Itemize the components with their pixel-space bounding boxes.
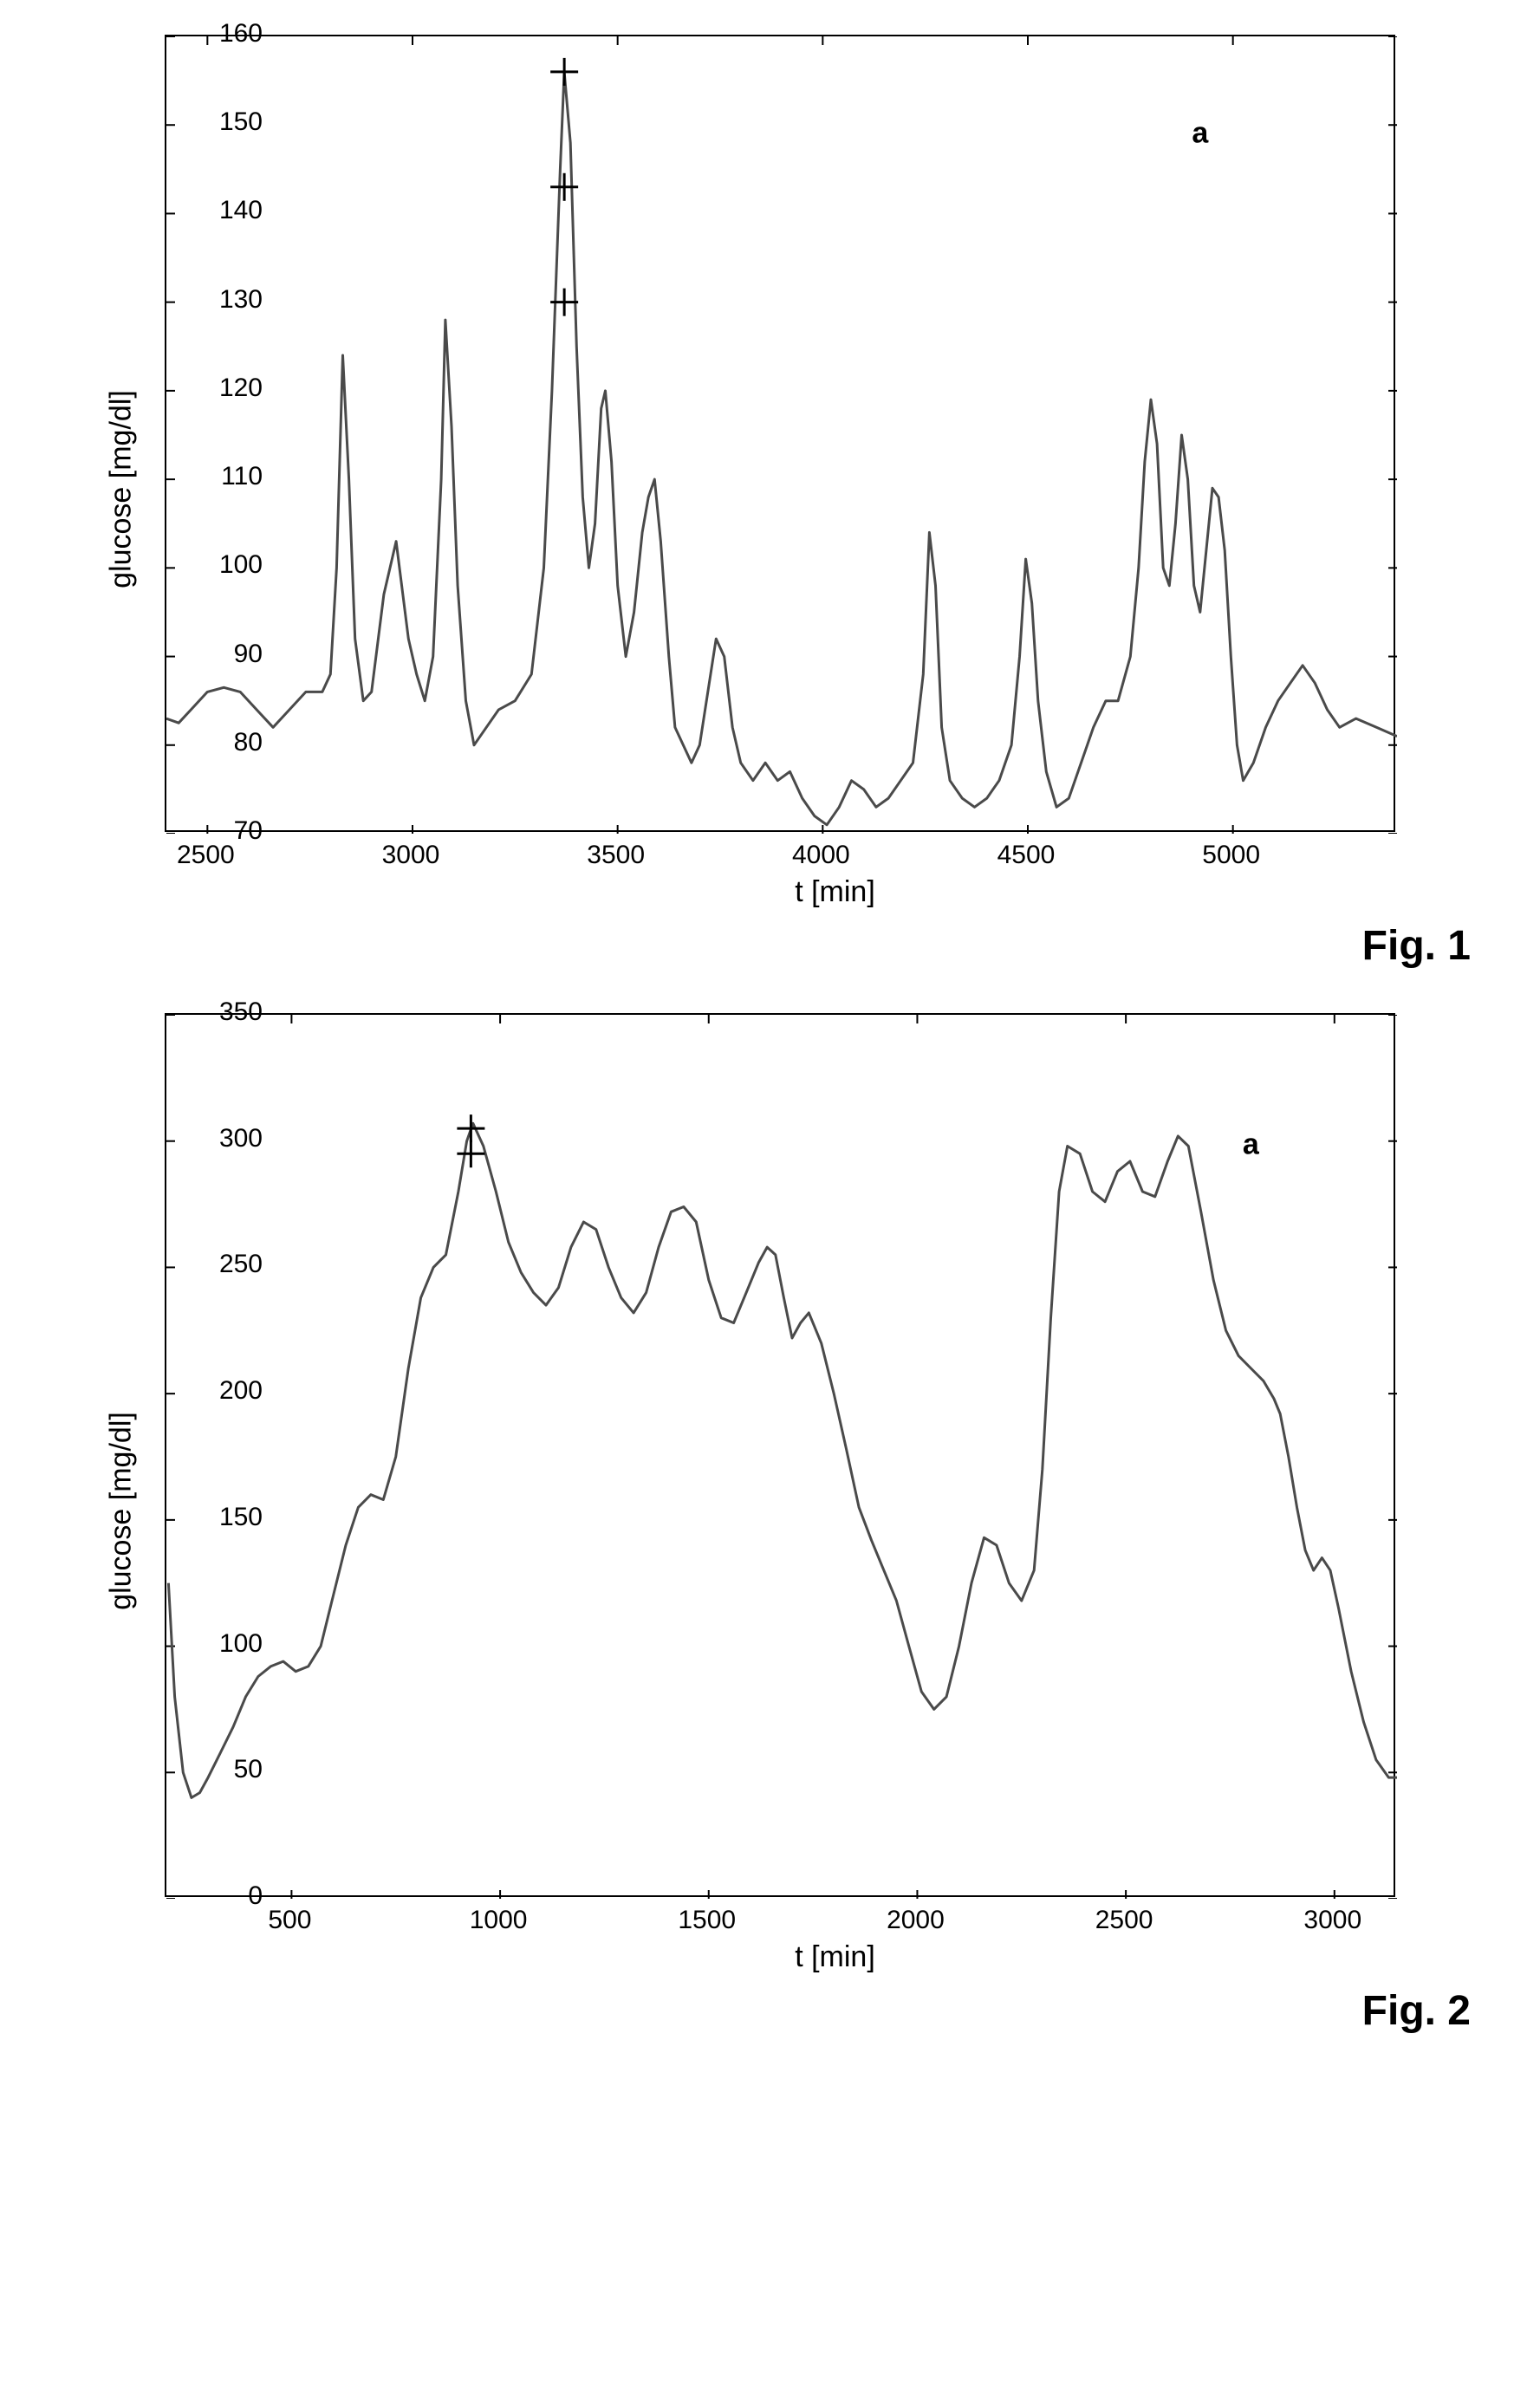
data-line bbox=[166, 72, 1397, 825]
y-axis-label-2: glucose [mg/dl] bbox=[105, 1398, 139, 1623]
x-tick-label: 500 bbox=[255, 1906, 324, 1935]
marker-plus bbox=[457, 1140, 484, 1167]
x-axis-label-1: t [min] bbox=[165, 875, 1505, 909]
chart-plot-1: a bbox=[165, 35, 1395, 832]
x-tick-label: 1500 bbox=[673, 1906, 742, 1935]
y-tick-label: 50 bbox=[234, 1755, 263, 1784]
y-tick-label: 120 bbox=[219, 374, 263, 403]
y-axis-label-1: glucose [mg/dl] bbox=[105, 376, 139, 601]
y-tick-label: 350 bbox=[219, 997, 263, 1027]
y-tick-label: 200 bbox=[219, 1376, 263, 1406]
x-tick-label: 2000 bbox=[880, 1906, 950, 1935]
x-axis-label-2: t [min] bbox=[165, 1940, 1505, 1974]
y-tick-label: 300 bbox=[219, 1124, 263, 1153]
chart-wrapper-1: glucose [mg/dl] a t [min] Fig. 1 2500300… bbox=[165, 35, 1505, 909]
y-tick-label: 150 bbox=[219, 107, 263, 137]
y-tick-label: 0 bbox=[248, 1881, 263, 1911]
x-tick-label: 4000 bbox=[786, 841, 855, 870]
y-tick-label: 100 bbox=[219, 1629, 263, 1659]
y-tick-label: 90 bbox=[234, 640, 263, 669]
x-tick-label: 1000 bbox=[464, 1906, 533, 1935]
annotation-label: a bbox=[1192, 117, 1209, 150]
data-line bbox=[168, 1123, 1397, 1797]
annotation-label: a bbox=[1243, 1127, 1260, 1160]
y-tick-label: 110 bbox=[221, 462, 263, 491]
chart-plot-2: a bbox=[165, 1013, 1395, 1897]
x-tick-label: 2500 bbox=[171, 841, 240, 870]
figure-caption-2: Fig. 2 bbox=[1362, 1987, 1471, 2035]
marker-plus bbox=[550, 58, 578, 86]
figure-caption-1: Fig. 1 bbox=[1362, 922, 1471, 970]
y-tick-label: 80 bbox=[234, 728, 263, 757]
marker-plus bbox=[550, 173, 578, 201]
y-tick-label: 250 bbox=[219, 1250, 263, 1279]
x-tick-label: 3000 bbox=[1298, 1906, 1368, 1935]
x-tick-label: 2500 bbox=[1089, 1906, 1159, 1935]
x-tick-label: 4500 bbox=[991, 841, 1061, 870]
y-tick-label: 70 bbox=[234, 816, 263, 846]
x-tick-label: 3500 bbox=[582, 841, 651, 870]
y-tick-label: 100 bbox=[219, 550, 263, 580]
x-tick-label: 5000 bbox=[1197, 841, 1266, 870]
figure-1: glucose [mg/dl] a t [min] Fig. 1 2500300… bbox=[35, 35, 1505, 909]
y-tick-label: 160 bbox=[219, 19, 263, 49]
figure-2: glucose [mg/dl] a t [min] Fig. 2 5001000… bbox=[35, 1013, 1505, 1974]
x-tick-label: 3000 bbox=[376, 841, 445, 870]
chart-svg: a bbox=[166, 1015, 1397, 1899]
chart-wrapper-2: glucose [mg/dl] a t [min] Fig. 2 5001000… bbox=[165, 1013, 1505, 1974]
y-tick-label: 140 bbox=[219, 196, 263, 225]
chart-svg: a bbox=[166, 36, 1397, 834]
y-tick-label: 150 bbox=[219, 1503, 263, 1532]
y-tick-label: 130 bbox=[219, 285, 263, 315]
